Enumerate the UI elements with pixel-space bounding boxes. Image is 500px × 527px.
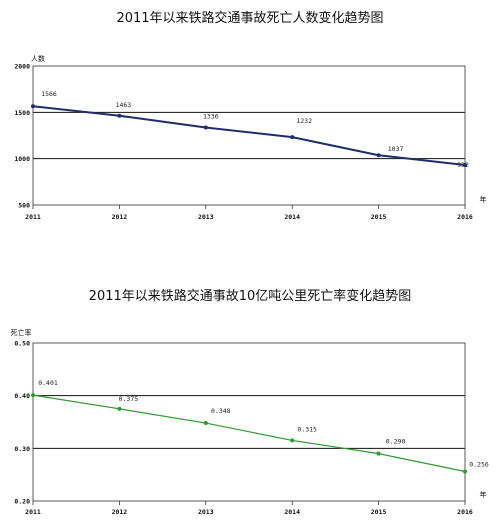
data-label: 1037 — [388, 145, 404, 153]
data-point — [203, 421, 208, 426]
x-tick-label: 2016 — [457, 213, 473, 221]
y-tick-label: 1500 — [14, 109, 30, 117]
x-tick-label: 2015 — [371, 508, 387, 516]
x-tick-label: 2014 — [284, 213, 300, 221]
data-label: 1566 — [41, 90, 57, 98]
data-point — [290, 135, 295, 140]
data-point — [463, 469, 467, 474]
y-tick-label: 2000 — [14, 63, 30, 71]
chart-title: 2011年以来铁路交通事故死亡人数变化趋势图 — [116, 10, 383, 26]
data-point — [376, 153, 381, 158]
data-label: 0.375 — [119, 395, 139, 403]
data-label: 0.256 — [469, 461, 489, 469]
x-tick-label: 2011 — [25, 213, 41, 221]
data-label: 0.348 — [211, 407, 231, 415]
data-point — [117, 406, 122, 411]
data-label: 1463 — [116, 101, 132, 109]
data-label: 932 — [457, 161, 469, 169]
x-axis-label: 年 — [480, 195, 487, 204]
x-tick-label: 2013 — [198, 508, 214, 516]
series-line — [32, 394, 466, 473]
data-point — [31, 393, 35, 398]
data-label: 1232 — [296, 117, 312, 125]
y-tick-label: 0.50 — [14, 340, 30, 348]
plot-frame — [32, 342, 466, 502]
data-label: 0.315 — [297, 425, 317, 433]
data-point — [376, 451, 381, 456]
x-tick-label: 2013 — [198, 213, 214, 221]
x-tick-label: 2014 — [284, 508, 300, 516]
data-point — [117, 113, 122, 118]
x-tick-label: 2012 — [112, 508, 128, 516]
data-label: 1336 — [203, 113, 219, 121]
y-axis-label: 人数 — [31, 54, 45, 63]
y-tick-label: 500 — [18, 202, 30, 210]
y-tick-label: 0.30 — [14, 445, 30, 453]
x-tick-label: 2011 — [25, 508, 41, 516]
plot-frame — [32, 65, 466, 206]
data-label: 0.401 — [38, 379, 58, 387]
data-point — [290, 438, 295, 443]
y-tick-label: 1000 — [14, 155, 30, 163]
x-tick-label: 2016 — [457, 508, 473, 516]
data-point — [463, 162, 467, 167]
data-point — [203, 125, 208, 130]
x-axis-label: 年 — [480, 490, 487, 499]
x-tick-label: 2012 — [112, 213, 128, 221]
y-axis-label: 死亡率 — [11, 328, 32, 337]
data-label: 0.290 — [386, 438, 406, 446]
chart-title: 2011年以来铁路交通事故10亿吨公里死亡率变化趋势图 — [89, 288, 412, 304]
y-tick-label: 0.20 — [14, 498, 30, 506]
x-tick-label: 2015 — [371, 213, 387, 221]
series-line — [32, 105, 466, 166]
y-tick-label: 0.40 — [14, 392, 30, 400]
data-point — [31, 104, 35, 109]
